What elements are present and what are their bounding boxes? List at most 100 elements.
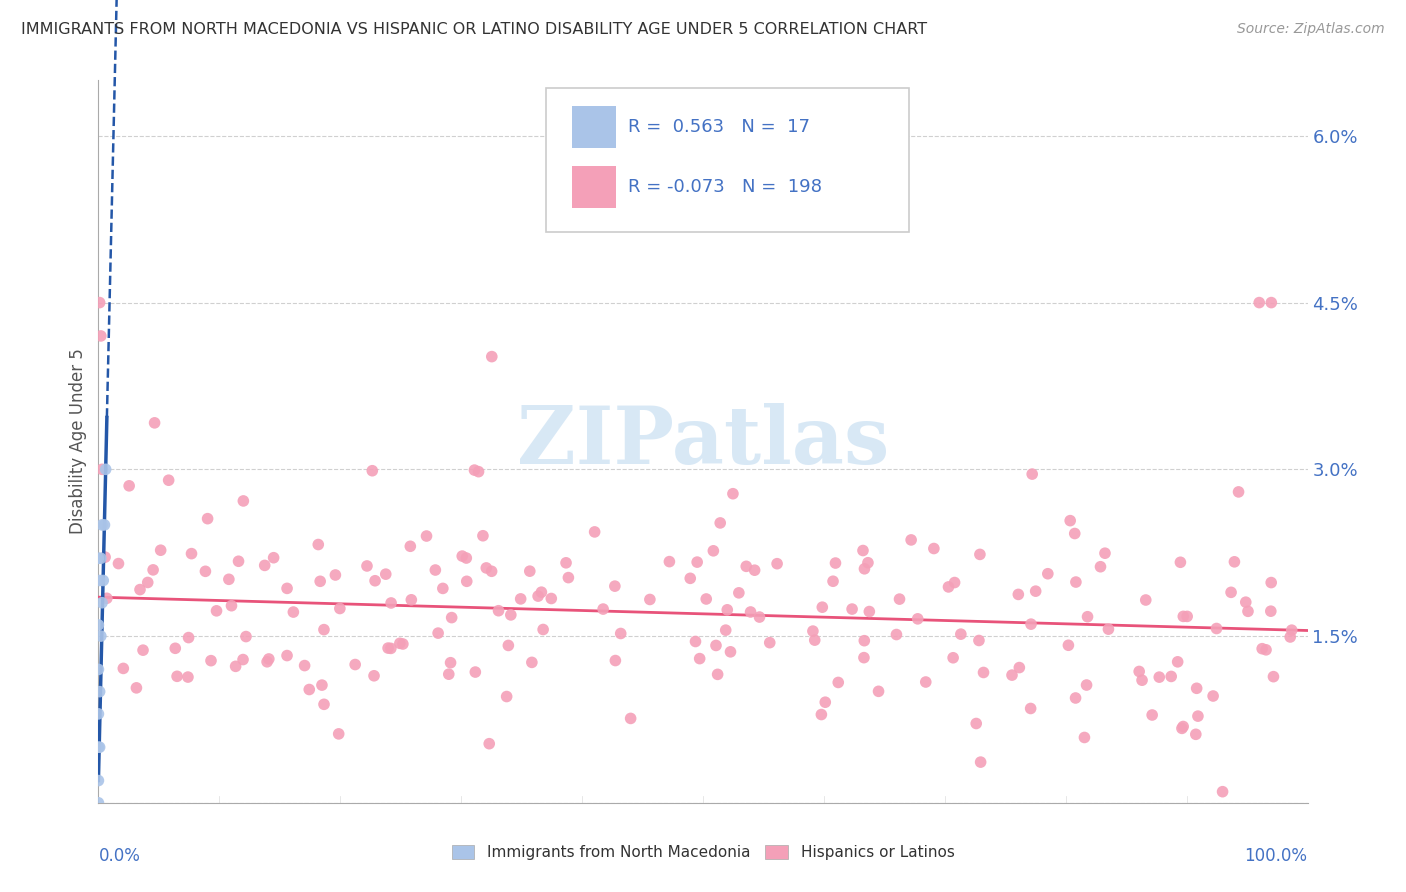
Point	[1128, 665, 1150, 679]
Point	[603, 579, 626, 593]
Point	[735, 559, 758, 574]
Point	[89, 574, 111, 588]
Point	[969, 755, 991, 769]
FancyBboxPatch shape	[572, 105, 616, 148]
Point	[96, 591, 118, 606]
Point	[540, 591, 562, 606]
Point	[87, 740, 110, 755]
Point	[481, 350, 503, 364]
Point	[748, 610, 770, 624]
Point	[235, 630, 257, 644]
Point	[685, 634, 707, 648]
Point	[91, 596, 114, 610]
Point	[620, 711, 643, 725]
Point	[853, 562, 876, 576]
Point	[1212, 785, 1234, 799]
Point	[90, 551, 112, 566]
Point	[94, 550, 117, 565]
Point	[481, 564, 503, 578]
Point	[499, 607, 522, 622]
Point	[307, 537, 329, 551]
Point	[177, 670, 200, 684]
Point	[1279, 630, 1302, 644]
Point	[87, 551, 110, 566]
Point	[706, 667, 728, 681]
Point	[90, 629, 112, 643]
Point	[1090, 559, 1112, 574]
Point	[263, 550, 285, 565]
Point	[689, 651, 711, 665]
Point	[91, 517, 114, 532]
Point	[1281, 623, 1303, 637]
Point	[363, 669, 385, 683]
Point	[519, 564, 541, 578]
Point	[1251, 641, 1274, 656]
Point	[1220, 585, 1243, 599]
Point	[853, 633, 876, 648]
Point	[425, 563, 447, 577]
Point	[686, 555, 709, 569]
Point	[136, 575, 159, 590]
Point	[311, 678, 333, 692]
Point	[557, 571, 579, 585]
Point	[356, 558, 378, 573]
Point	[118, 479, 141, 493]
Point	[89, 740, 111, 755]
Point	[464, 665, 486, 679]
Point	[91, 462, 114, 476]
Point	[907, 612, 929, 626]
Point	[401, 592, 423, 607]
Point	[427, 626, 450, 640]
Point	[329, 601, 352, 615]
Point	[298, 682, 321, 697]
Point	[922, 541, 945, 556]
Point	[439, 656, 461, 670]
Point	[112, 661, 135, 675]
Point	[969, 548, 991, 562]
Point	[257, 652, 280, 666]
Point	[638, 592, 661, 607]
Point	[157, 473, 180, 487]
Point	[679, 571, 702, 585]
Point	[475, 561, 498, 575]
Point	[90, 329, 112, 343]
Point	[143, 416, 166, 430]
Point	[437, 667, 460, 681]
Point	[87, 706, 110, 721]
Point	[432, 582, 454, 596]
Point	[509, 591, 531, 606]
Point	[714, 623, 737, 637]
Point	[1001, 668, 1024, 682]
Point	[107, 557, 129, 571]
Point	[949, 627, 972, 641]
Point	[1149, 670, 1171, 684]
FancyBboxPatch shape	[572, 166, 616, 208]
Point	[1185, 727, 1208, 741]
Text: Source: ZipAtlas.com: Source: ZipAtlas.com	[1237, 22, 1385, 37]
Point	[1073, 731, 1095, 745]
Point	[253, 558, 276, 573]
Point	[740, 605, 762, 619]
Point	[727, 586, 749, 600]
Point	[758, 635, 780, 649]
Point	[1263, 670, 1285, 684]
Point	[1008, 660, 1031, 674]
Point	[166, 669, 188, 683]
Text: ZIPatlas: ZIPatlas	[517, 402, 889, 481]
Point	[89, 684, 111, 698]
Point	[467, 465, 489, 479]
Point	[471, 529, 494, 543]
Point	[824, 556, 846, 570]
Point	[856, 556, 879, 570]
Text: 0.0%: 0.0%	[98, 847, 141, 865]
Point	[1025, 584, 1047, 599]
Point	[309, 574, 332, 589]
Point	[1160, 669, 1182, 683]
Point	[889, 592, 911, 607]
Point	[221, 599, 243, 613]
Point	[1057, 638, 1080, 652]
Point	[218, 572, 240, 586]
Point	[852, 650, 875, 665]
Point	[87, 796, 110, 810]
Point	[388, 636, 411, 650]
